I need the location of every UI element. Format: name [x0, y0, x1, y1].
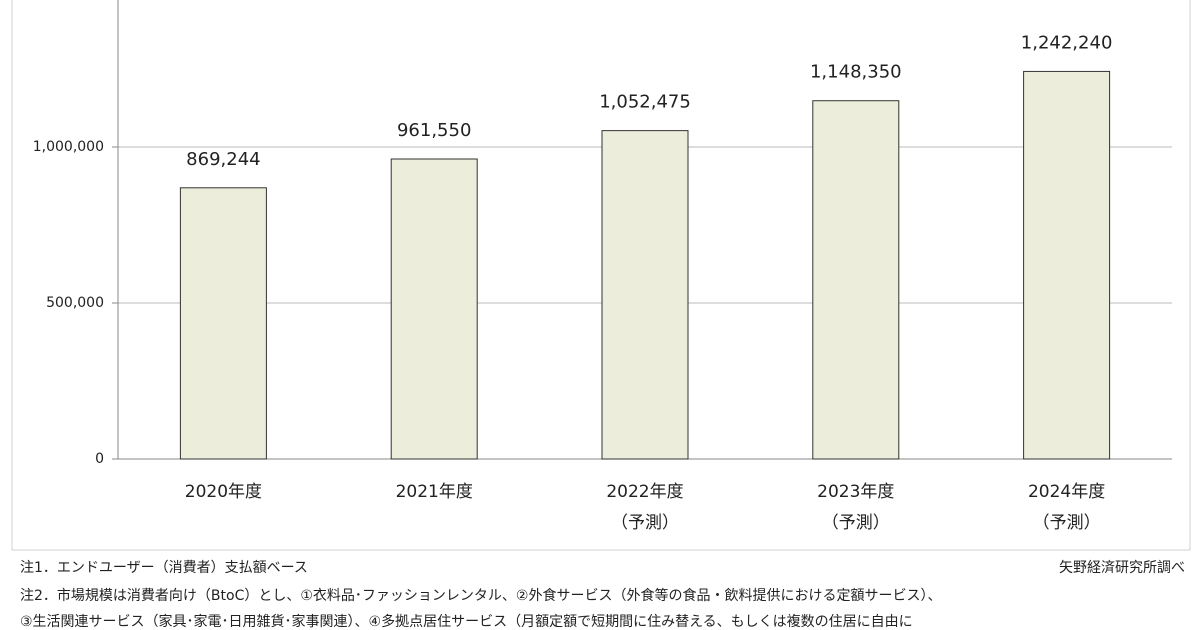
bar — [812, 100, 900, 460]
x-tick-note: （予測） — [1033, 513, 1101, 533]
value-label: 869,244 — [186, 149, 260, 170]
chart-frame — [11, 0, 1191, 551]
x-tick-label: 2021年度 — [396, 482, 473, 502]
y-tick-label: 1,000,000 — [33, 139, 104, 155]
note: 注2．市場規模は消費者向け（BtoC）とし、①衣料品･ファッションレンタル、②外… — [20, 587, 941, 604]
bar — [390, 158, 478, 460]
bar — [179, 187, 267, 460]
x-tick-label: 2022年度 — [606, 482, 683, 502]
source: 矢野経済研究所調べ — [1059, 560, 1185, 576]
value-label: 961,550 — [397, 120, 471, 141]
x-tick-note: （予測） — [822, 513, 890, 533]
bar — [601, 130, 689, 460]
bar — [1023, 70, 1111, 460]
value-label: 1,052,475 — [599, 92, 691, 113]
note: ③生活関連サービス（家具･家電･日用雑貨･家事関連）、④多拠点居住サービス（月額… — [20, 613, 913, 630]
value-label: 1,148,350 — [810, 62, 902, 83]
value-label: 1,242,240 — [1021, 32, 1113, 53]
x-tick-note: （予測） — [611, 513, 679, 533]
y-tick-label: 500,000 — [46, 295, 104, 311]
note: 注1．エンドユーザー（消費者）支払額ベース — [20, 560, 308, 576]
y-tick-label: 0 — [95, 451, 104, 467]
x-tick-label: 2023年度 — [817, 482, 894, 502]
x-tick-label: 2024年度 — [1028, 482, 1105, 502]
x-tick-label: 2020年度 — [185, 482, 262, 502]
